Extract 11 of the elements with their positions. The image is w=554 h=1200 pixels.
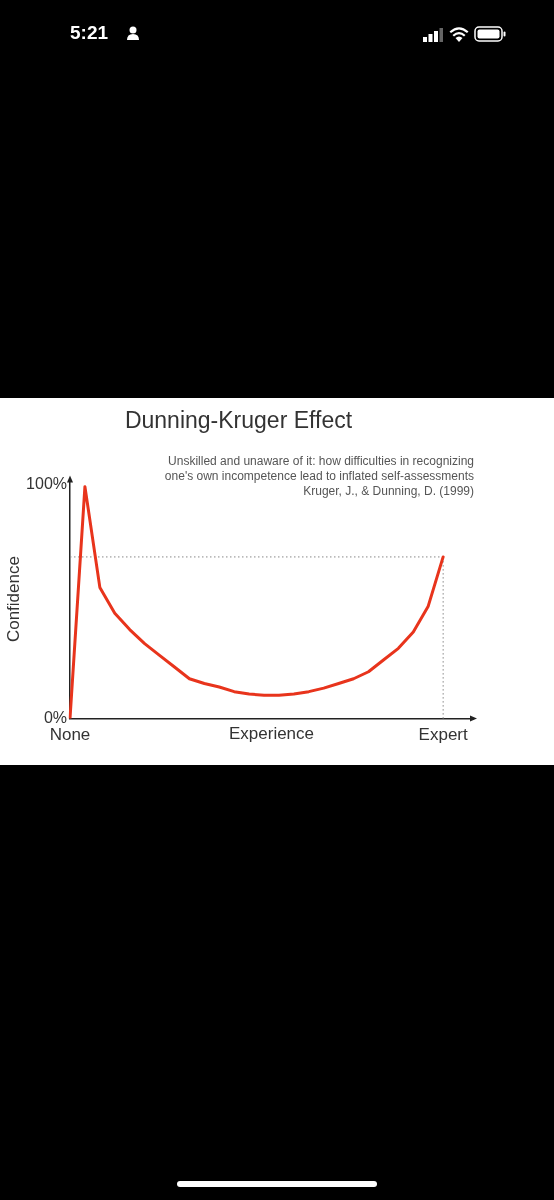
x-axis-title: Experience <box>228 723 315 743</box>
x-tick-label: None <box>49 725 91 745</box>
text: 5:21 <box>70 22 109 44</box>
y-tick-label: 0% <box>43 709 67 727</box>
text: Unskilled and unaware of it: how difficulties in recognizing <box>168 454 474 469</box>
y-axis-title: Confidence <box>3 556 23 643</box>
y-tick-label: 100% <box>26 474 67 492</box>
annotation: one's own incompetence lead to inflated self-assessments <box>164 469 474 484</box>
annotation: Kruger, J., & Dunning, D. (1999) <box>303 484 474 499</box>
chart-title: Dunning-Kruger Effect <box>124 407 353 434</box>
x-tick-label: Expert <box>418 725 468 745</box>
